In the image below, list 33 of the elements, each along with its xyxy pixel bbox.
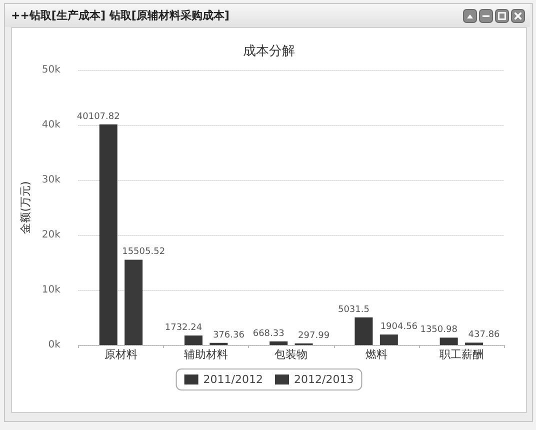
bar	[440, 338, 458, 345]
data-label: 1904.56	[380, 322, 418, 332]
bar	[99, 124, 118, 345]
x-tick-label: 辅助材料	[184, 348, 228, 361]
y-tick-label: 40k	[42, 120, 61, 130]
legend-label: 2012/2013	[294, 373, 354, 386]
bar	[184, 335, 202, 345]
bar	[124, 260, 143, 345]
x-tick-label: 包装物	[274, 348, 308, 361]
y-tick-label: 0k	[48, 340, 61, 350]
data-label: 15505.52	[122, 247, 166, 258]
x-tick-label: 职工薪酬	[439, 348, 484, 361]
data-label: 5031.5	[338, 304, 370, 315]
data-label: 1350.98	[420, 325, 458, 336]
x-tick-label: 燃料	[365, 348, 388, 361]
x-tick-label: 原材料	[104, 348, 138, 361]
y-tick-label: 20k	[42, 230, 61, 240]
y-tick-label: 30k	[42, 174, 61, 186]
y-tick-label: 10k	[42, 284, 61, 296]
y-tick-label: 50k	[42, 64, 61, 76]
data-label: 40107.82	[76, 112, 120, 122]
bar	[270, 341, 288, 345]
chart-title: 成本分解	[243, 44, 295, 59]
data-label: 1732.24	[164, 322, 202, 333]
y-axis-title: 金额(万元)	[19, 181, 32, 234]
text: ++钻取[生产成本] 钻取[原辅材料采购成本]	[11, 8, 230, 23]
data-label: 376.36	[212, 330, 245, 340]
data-label: 668.33	[252, 328, 284, 339]
legend-label: 2011/2012	[203, 373, 264, 386]
bar	[380, 334, 398, 345]
data-label: 297.99	[298, 330, 330, 341]
bar	[354, 317, 373, 345]
data-label: 437.86	[468, 330, 500, 340]
